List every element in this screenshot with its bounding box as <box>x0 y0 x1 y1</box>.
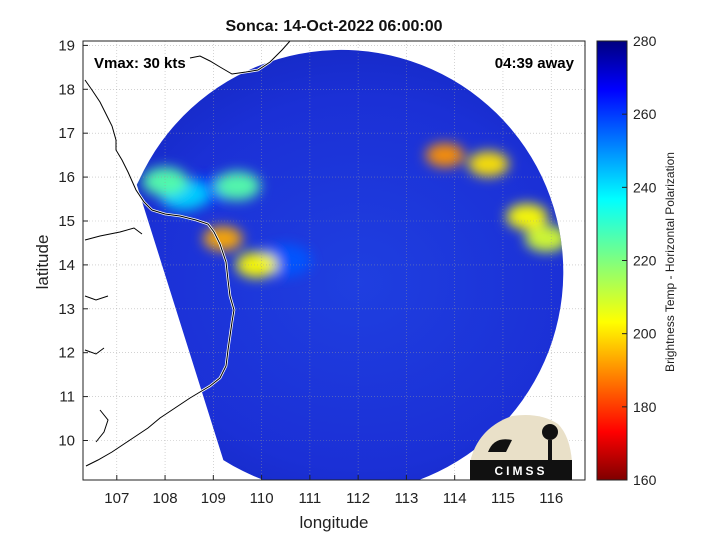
cold-feature-9 <box>525 225 564 252</box>
grid <box>83 41 585 480</box>
colorbar-tick-label: 240 <box>633 179 657 195</box>
y-tick-label: 19 <box>58 37 75 54</box>
colorbar-tick-label: 260 <box>633 106 657 122</box>
y-tick-label: 14 <box>58 257 75 274</box>
x-tick-label: 115 <box>491 490 515 507</box>
cold-feature-10 <box>425 143 465 168</box>
y-tick-label: 11 <box>59 389 75 406</box>
axes-frame <box>82 40 586 481</box>
x-tick-label: 116 <box>539 490 563 507</box>
cold-feature-6 <box>203 226 243 251</box>
colorbar-tick-label: 220 <box>633 253 657 269</box>
colorbar-tick-label: 280 <box>633 33 657 49</box>
x-tick-label: 112 <box>346 490 370 507</box>
y-tick-label: 15 <box>58 213 75 230</box>
tower-tank-icon <box>542 424 558 440</box>
x-tick-label: 109 <box>201 490 226 507</box>
cold-feature-8 <box>506 203 548 230</box>
x-tick-label: 113 <box>394 490 418 507</box>
satellite-dish-icon <box>488 439 512 452</box>
x-tick-label: 108 <box>153 490 178 507</box>
colorbar-ticks: 160 180 200 220 240 260 280 <box>622 33 657 488</box>
y-tick-label: 13 <box>58 301 75 318</box>
colorbar-tick-label: 200 <box>633 326 657 342</box>
colorbar-tick-label: 160 <box>633 472 657 488</box>
cold-feature-3 <box>214 171 261 201</box>
x-tick-label: 110 <box>250 490 274 507</box>
y-tick-label: 12 <box>58 345 75 362</box>
cold-feature-7 <box>467 151 509 177</box>
y-tick-label: 18 <box>58 81 75 98</box>
coastline <box>84 41 291 467</box>
vmax-annotation: Vmax: 30 kts <box>94 55 186 72</box>
x-tick-label: 114 <box>443 490 467 507</box>
cold-feature-2 <box>142 167 188 196</box>
colorbar-tick-label: 180 <box>633 399 657 415</box>
x-axis-label: longitude <box>299 513 368 532</box>
y-axis-label: latitude <box>33 235 52 290</box>
coastline-black <box>84 41 291 467</box>
tower-leg-icon <box>548 440 552 460</box>
colorbar-label: Brightness Temp - Horizontal Polarizatio… <box>663 152 677 372</box>
logo-text: CIMSS <box>494 464 547 478</box>
chart-title: Sonca: 14-Oct-2022 06:00:00 <box>226 18 443 35</box>
x-tick-label: 107 <box>104 490 129 507</box>
y-tick-label: 17 <box>58 125 75 142</box>
y-tick-label: 10 <box>58 432 75 449</box>
cold-features <box>142 143 564 278</box>
y-tick-label: 16 <box>58 169 75 186</box>
x-tick-label: 111 <box>298 490 321 507</box>
logo-band <box>470 460 572 480</box>
x-axis-ticks: 107 108 109 110 111 112 113 114 115 116 <box>104 475 563 507</box>
cimss-logo: CIMSS <box>470 415 572 480</box>
y-axis-ticks: 10 11 12 13 14 15 16 17 18 19 <box>58 37 88 449</box>
cold-feature-5 <box>235 251 278 278</box>
time-away-annotation: 04:39 away <box>495 55 575 72</box>
